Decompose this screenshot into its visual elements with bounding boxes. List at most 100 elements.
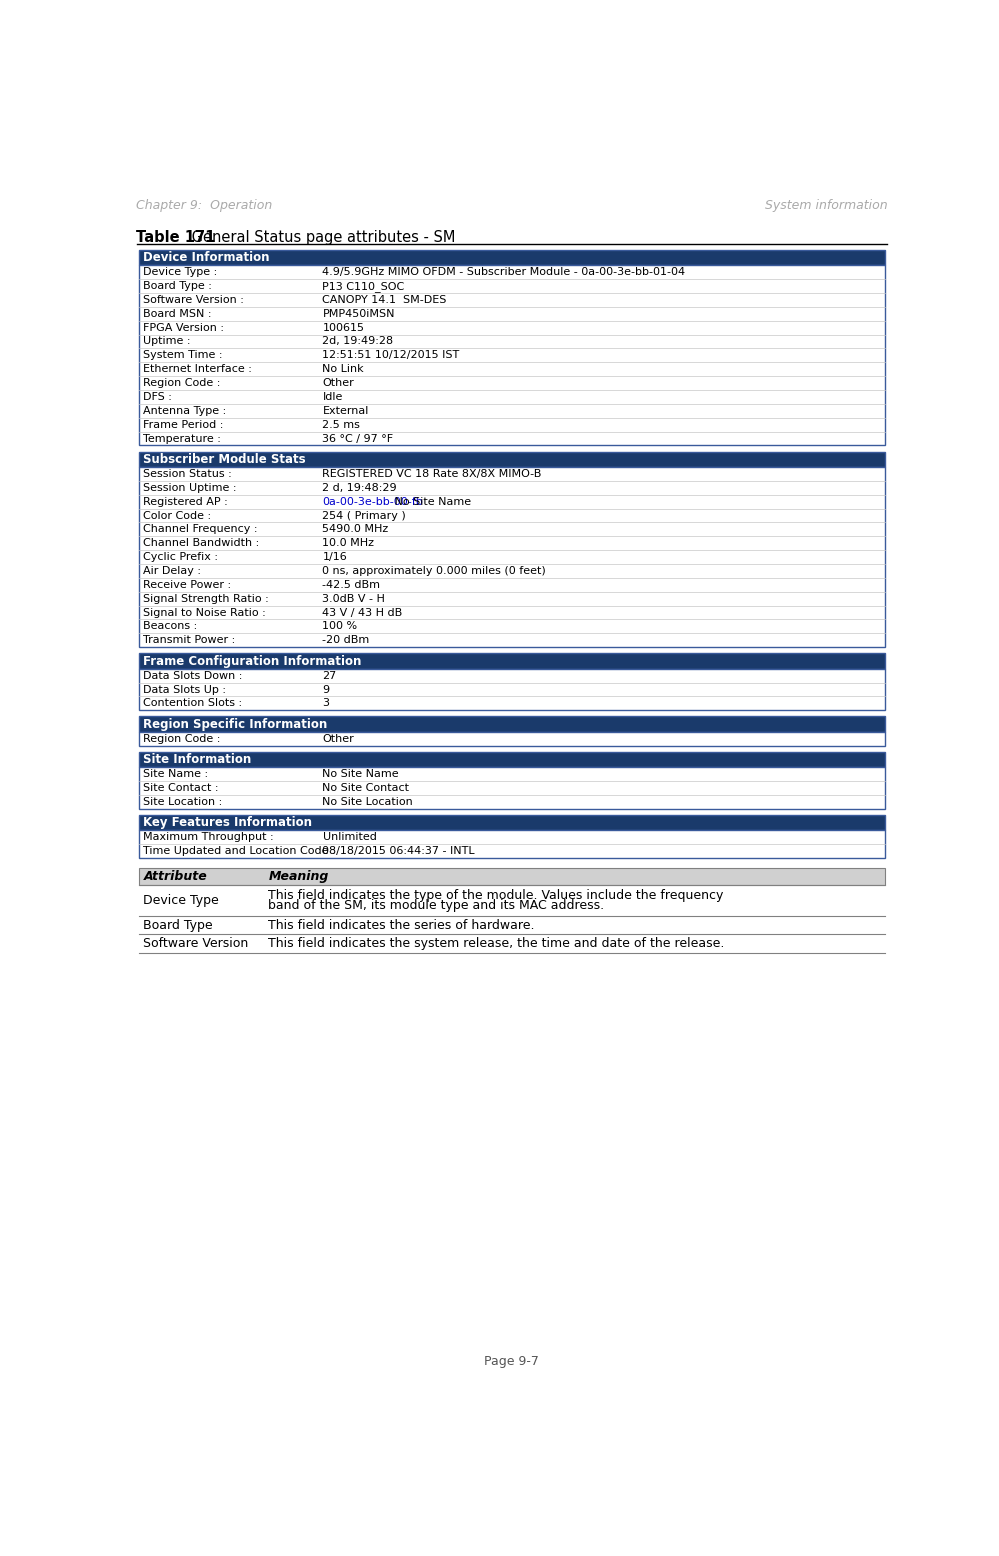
Text: 3.0dB V - H: 3.0dB V - H [323, 594, 386, 604]
Text: Device Information: Device Information [144, 251, 270, 265]
FancyBboxPatch shape [139, 815, 885, 831]
Text: 2 d, 19:48:29: 2 d, 19:48:29 [323, 482, 398, 493]
Text: 27: 27 [323, 671, 337, 680]
Text: Site Contact :: Site Contact : [144, 783, 219, 794]
Text: 2d, 19:49:28: 2d, 19:49:28 [323, 336, 394, 347]
Text: 08/18/2015 06:44:37 - INTL: 08/18/2015 06:44:37 - INTL [323, 846, 476, 856]
Text: 43 V / 43 H dB: 43 V / 43 H dB [323, 607, 403, 618]
Text: Other: Other [323, 378, 355, 387]
Text: Frame Period :: Frame Period : [144, 420, 224, 429]
Text: 1/16: 1/16 [323, 552, 348, 562]
Text: 254 ( Primary ): 254 ( Primary ) [323, 510, 407, 521]
Text: Air Delay :: Air Delay : [144, 566, 202, 576]
Text: Signal Strength Ratio :: Signal Strength Ratio : [144, 594, 269, 604]
FancyBboxPatch shape [139, 767, 885, 809]
Text: Data Slots Up :: Data Slots Up : [144, 685, 227, 694]
Text: Temperature :: Temperature : [144, 434, 222, 443]
FancyBboxPatch shape [139, 654, 885, 669]
Text: 12:51:51 10/12/2015 IST: 12:51:51 10/12/2015 IST [323, 350, 460, 361]
Text: Board Type: Board Type [144, 918, 213, 932]
Text: Color Code :: Color Code : [144, 510, 212, 521]
Text: Other: Other [323, 734, 355, 744]
Text: CANOPY 14.1  SM-DES: CANOPY 14.1 SM-DES [323, 296, 447, 305]
Text: No Site Name: No Site Name [391, 496, 472, 507]
Text: Attribute: Attribute [144, 870, 207, 884]
Text: FPGA Version :: FPGA Version : [144, 322, 225, 333]
Text: This field indicates the series of hardware.: This field indicates the series of hardw… [269, 918, 534, 932]
Text: No Link: No Link [323, 364, 364, 373]
Text: Transmit Power :: Transmit Power : [144, 635, 236, 646]
Text: Receive Power :: Receive Power : [144, 580, 232, 590]
Text: Device Type :: Device Type : [144, 268, 218, 277]
Text: No Site Location: No Site Location [323, 797, 414, 808]
Text: Signal to Noise Ratio :: Signal to Noise Ratio : [144, 607, 266, 618]
FancyBboxPatch shape [139, 467, 885, 647]
Text: 5490.0 MHz: 5490.0 MHz [323, 524, 389, 534]
FancyBboxPatch shape [139, 731, 885, 745]
Text: Antenna Type :: Antenna Type : [144, 406, 227, 415]
Text: Key Features Information: Key Features Information [144, 817, 313, 829]
Text: Session Status :: Session Status : [144, 468, 232, 479]
Text: REGISTERED VC 18 Rate 8X/8X MIMO-B: REGISTERED VC 18 Rate 8X/8X MIMO-B [323, 468, 541, 479]
Text: Site Name :: Site Name : [144, 769, 209, 780]
Text: This field indicates the type of the module. Values include the frequency: This field indicates the type of the mod… [269, 888, 723, 901]
FancyBboxPatch shape [139, 752, 885, 767]
Text: Subscriber Module Stats: Subscriber Module Stats [144, 453, 306, 465]
Text: Region Specific Information: Region Specific Information [144, 717, 328, 731]
Text: 0 ns, approximately 0.000 miles (0 feet): 0 ns, approximately 0.000 miles (0 feet) [323, 566, 546, 576]
Text: -20 dBm: -20 dBm [323, 635, 370, 646]
FancyBboxPatch shape [139, 716, 885, 731]
Text: Frame Configuration Information: Frame Configuration Information [144, 655, 362, 668]
Text: 100615: 100615 [323, 322, 365, 333]
Text: Contention Slots :: Contention Slots : [144, 699, 243, 708]
FancyBboxPatch shape [139, 868, 885, 885]
Text: Site Location :: Site Location : [144, 797, 223, 808]
Text: General Status page attributes - SM: General Status page attributes - SM [187, 230, 456, 244]
Text: Software Version: Software Version [144, 937, 249, 951]
Text: DFS :: DFS : [144, 392, 173, 401]
FancyBboxPatch shape [139, 251, 885, 265]
Text: Cyclic Prefix :: Cyclic Prefix : [144, 552, 219, 562]
Text: 2.5 ms: 2.5 ms [323, 420, 361, 429]
Text: Unlimited: Unlimited [323, 832, 377, 842]
Text: -42.5 dBm: -42.5 dBm [323, 580, 381, 590]
Text: 3: 3 [323, 699, 330, 708]
Text: Device Type: Device Type [144, 895, 219, 907]
Text: This field indicates the system release, the time and date of the release.: This field indicates the system release,… [269, 937, 724, 951]
Text: PMP450iMSN: PMP450iMSN [323, 308, 395, 319]
Text: System information: System information [765, 199, 887, 212]
Text: 100 %: 100 % [323, 621, 358, 632]
Text: Site Information: Site Information [144, 753, 252, 766]
Text: P13 C110_SOC: P13 C110_SOC [323, 280, 405, 291]
Text: Software Version :: Software Version : [144, 296, 245, 305]
Text: Maximum Throughput :: Maximum Throughput : [144, 832, 274, 842]
Text: No Site Name: No Site Name [323, 769, 400, 780]
Text: Beacons :: Beacons : [144, 621, 198, 632]
Text: System Time :: System Time : [144, 350, 223, 361]
Text: Chapter 9:  Operation: Chapter 9: Operation [137, 199, 273, 212]
Text: 36 °C / 97 °F: 36 °C / 97 °F [323, 434, 394, 443]
Text: Idle: Idle [323, 392, 343, 401]
FancyBboxPatch shape [139, 831, 885, 859]
Text: Data Slots Down :: Data Slots Down : [144, 671, 243, 680]
Text: Page 9-7: Page 9-7 [485, 1355, 539, 1368]
FancyBboxPatch shape [139, 451, 885, 467]
Text: Time Updated and Location Code :: Time Updated and Location Code : [144, 846, 336, 856]
FancyBboxPatch shape [139, 669, 885, 711]
Text: Channel Bandwidth :: Channel Bandwidth : [144, 538, 260, 548]
Text: Uptime :: Uptime : [144, 336, 191, 347]
Text: 0a-00-3e-bb-00-fb: 0a-00-3e-bb-00-fb [323, 496, 424, 507]
Text: Registered AP :: Registered AP : [144, 496, 228, 507]
Text: Region Code :: Region Code : [144, 734, 221, 744]
Text: Region Code :: Region Code : [144, 378, 221, 387]
Text: Board Type :: Board Type : [144, 282, 213, 291]
Text: 10.0 MHz: 10.0 MHz [323, 538, 375, 548]
Text: Board MSN :: Board MSN : [144, 308, 212, 319]
Text: Table 171: Table 171 [137, 230, 216, 244]
Text: 9: 9 [323, 685, 330, 694]
Text: 4.9/5.9GHz MIMO OFDM - Subscriber Module - 0a-00-3e-bb-01-04: 4.9/5.9GHz MIMO OFDM - Subscriber Module… [323, 268, 685, 277]
FancyBboxPatch shape [139, 265, 885, 445]
Text: band of the SM, its module type and its MAC address.: band of the SM, its module type and its … [269, 899, 604, 912]
Text: External: External [323, 406, 369, 415]
Text: Session Uptime :: Session Uptime : [144, 482, 237, 493]
